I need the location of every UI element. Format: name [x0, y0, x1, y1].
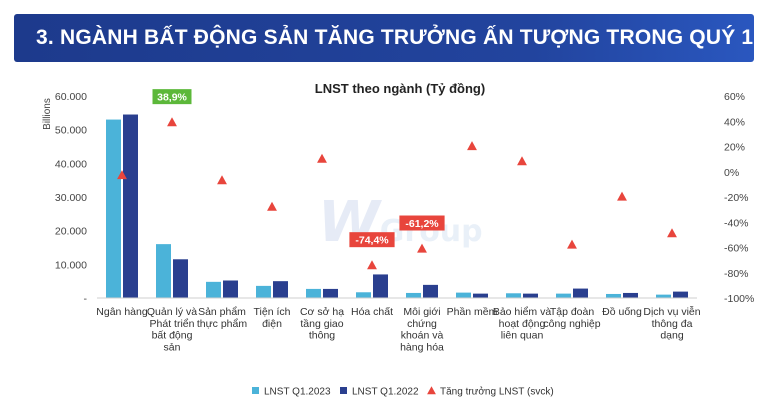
bar — [473, 293, 488, 298]
bar — [656, 294, 671, 298]
y2-tick-label: 0% — [724, 167, 739, 179]
callout-box — [152, 89, 192, 105]
bar — [673, 291, 688, 298]
y2-tick-label: 20% — [724, 142, 745, 154]
legend-label: LNST Q1.2022 — [352, 387, 419, 398]
bar — [373, 274, 388, 298]
y-tick-label: 10.000 — [55, 259, 87, 271]
bar — [406, 292, 421, 298]
growth-marker — [167, 117, 177, 127]
bar — [573, 288, 588, 298]
bar — [323, 288, 338, 298]
y2-tick-label: 40% — [724, 116, 745, 128]
legend-label: LNST Q1.2023 — [264, 387, 331, 398]
bar — [356, 292, 371, 298]
x-axis-labels: Ngân hàng Quản lý và Phát triển bất động sản… — [96, 305, 700, 353]
x-tick-label: Tiện ích điện — [254, 306, 291, 330]
legend-label: Tăng trưởng LNST (svck) — [440, 386, 554, 398]
growth-marker — [117, 170, 127, 180]
bar — [623, 292, 638, 298]
bar — [223, 280, 238, 298]
x-tick-label: Cơ sở hạ tầng giao thông — [300, 306, 344, 342]
y-tick-label: 50.000 — [55, 125, 87, 137]
legend: LNST Q1.2023 LNST Q1.2022 Tăng trưởng LNST… — [252, 386, 554, 398]
callout-box — [349, 232, 395, 248]
callout-label: -61,2% — [405, 218, 439, 230]
x-tick-label: Đồ uống — [602, 306, 642, 318]
x-tick-label: Dịch vụ viễn thông đa dạng — [643, 305, 700, 342]
growth-marker — [667, 228, 677, 238]
y-tick-label: - — [84, 293, 88, 305]
bars — [106, 114, 688, 299]
x-tick-label: Ngân hàng — [96, 306, 148, 318]
bar — [506, 293, 521, 298]
y-axis-ticks: - 10.000 20.000 30.000 40.000 50.000 60.000 — [55, 91, 88, 305]
x-tick-label: Tập đoàn công nghiệp — [543, 306, 600, 330]
x-tick-label: Quản lý và Phát triển bất động sản — [147, 306, 197, 353]
y-axis-label: Billions — [42, 98, 53, 130]
y2-tick-label: 60% — [724, 91, 745, 103]
callout-label: -74,4% — [355, 235, 389, 247]
growth-marker — [517, 156, 527, 166]
bar — [606, 293, 621, 298]
y-tick-label: 60.000 — [55, 91, 87, 103]
bar — [256, 285, 271, 298]
growth-marker — [567, 239, 577, 249]
y2-tick-label: -20% — [724, 192, 749, 204]
bar — [273, 281, 288, 298]
bar — [123, 114, 138, 299]
bar — [523, 293, 538, 298]
legend-swatch — [252, 387, 259, 394]
y-tick-label: 30.000 — [55, 192, 87, 204]
bar — [106, 119, 121, 298]
growth-marker — [417, 243, 427, 253]
x-tick-label: Bảo hiểm và hoạt động liên quan — [493, 306, 552, 342]
y2-tick-label: -100% — [724, 293, 754, 305]
x-tick-label: Hóa chất — [351, 306, 393, 318]
growth-marker — [217, 175, 227, 185]
y2-tick-label: -80% — [724, 268, 749, 280]
bar — [173, 259, 188, 298]
page-title: 3. NGÀNH BẤT ĐỘNG SẢN TĂNG TRƯỞNG ẤN TƯỢ… — [36, 26, 754, 49]
growth-marker — [617, 191, 627, 201]
callout-label: 38,9% — [157, 92, 187, 104]
x-tick-label: Môi giới chứng khoán và hàng hóa — [400, 306, 444, 353]
y2-tick-label: -60% — [724, 243, 749, 255]
x-tick-label: Sản phẩm thực phẩm — [197, 306, 247, 330]
growth-marker — [467, 141, 477, 151]
bar — [206, 281, 221, 298]
x-tick-label: Phần mềm — [447, 306, 498, 318]
bar — [456, 292, 471, 298]
callout-box — [399, 215, 445, 231]
bar — [306, 288, 321, 298]
y-tick-label: 40.000 — [55, 158, 87, 170]
bar — [556, 293, 571, 298]
y-tick-label: 20.000 — [55, 226, 87, 238]
chart-title: LNST theo ngành (Tỷ đồng) — [315, 81, 485, 96]
growth-markers — [117, 117, 677, 270]
legend-swatch — [427, 386, 436, 395]
header-banner: 3. NGÀNH BẤT ĐỘNG SẢN TĂNG TRƯỞNG ẤN TƯỢ… — [14, 14, 754, 62]
bar — [423, 284, 438, 298]
legend-swatch — [340, 387, 347, 394]
y2-axis-ticks: -100% -80% -60% -40% -20% 0% 20% 40% 60% — [724, 91, 754, 305]
growth-marker — [317, 153, 327, 163]
growth-marker — [267, 201, 277, 211]
growth-callouts: 38,9% -74,4% -61,2% — [152, 89, 445, 248]
y2-tick-label: -40% — [724, 217, 749, 229]
bar — [156, 244, 171, 298]
growth-marker — [367, 260, 377, 270]
